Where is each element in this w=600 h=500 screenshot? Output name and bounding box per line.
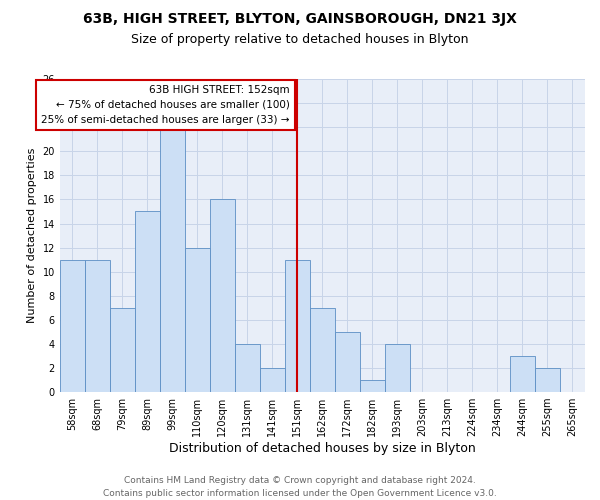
Text: Contains HM Land Registry data © Crown copyright and database right 2024.
Contai: Contains HM Land Registry data © Crown c… (103, 476, 497, 498)
Bar (510, 356, 535, 392)
Bar (160, 127, 185, 392)
Y-axis label: Number of detached properties: Number of detached properties (27, 148, 37, 323)
Bar (60, 260, 85, 392)
Bar (285, 260, 310, 392)
X-axis label: Distribution of detached houses by size in Blyton: Distribution of detached houses by size … (169, 442, 476, 455)
Text: 63B, HIGH STREET, BLYTON, GAINSBOROUGH, DN21 3JX: 63B, HIGH STREET, BLYTON, GAINSBOROUGH, … (83, 12, 517, 26)
Bar (185, 248, 210, 392)
Bar (535, 368, 560, 392)
Bar (210, 200, 235, 392)
Bar (235, 344, 260, 392)
Bar (135, 212, 160, 392)
Bar (360, 380, 385, 392)
Text: Size of property relative to detached houses in Blyton: Size of property relative to detached ho… (131, 32, 469, 46)
Bar (110, 308, 135, 392)
Bar (385, 344, 410, 392)
Bar (260, 368, 285, 392)
Bar (310, 308, 335, 392)
Text: 63B HIGH STREET: 152sqm
← 75% of detached houses are smaller (100)
25% of semi-d: 63B HIGH STREET: 152sqm ← 75% of detache… (41, 85, 290, 124)
Bar (335, 332, 360, 392)
Bar (85, 260, 110, 392)
